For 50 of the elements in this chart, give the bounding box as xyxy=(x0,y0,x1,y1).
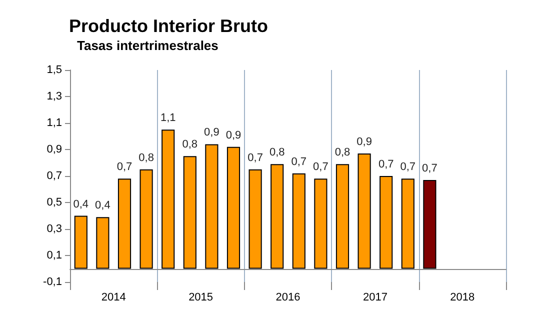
bar xyxy=(423,180,436,269)
text: 2017 xyxy=(362,292,388,304)
data-label: 0,8 xyxy=(182,138,198,151)
data-label: 0,7 xyxy=(400,161,416,174)
bar xyxy=(205,144,218,269)
data-label: 0,7 xyxy=(291,156,307,168)
data-label: 0,7 xyxy=(422,162,438,174)
bar xyxy=(140,169,153,269)
bar xyxy=(380,176,393,269)
data-label: 0,7 xyxy=(116,161,132,174)
data-label: 0,4 xyxy=(95,200,110,212)
data-label: 0,8 xyxy=(334,146,350,159)
data-label: 0,7 xyxy=(313,161,328,174)
y-tick-label: 0,7 xyxy=(46,170,62,182)
bar xyxy=(401,178,414,269)
data-label: 0,8 xyxy=(269,146,285,159)
text: 2015 xyxy=(188,292,214,304)
data-label: 0,9 xyxy=(226,129,242,142)
y-tick-label: 0,3 xyxy=(46,223,62,235)
bar xyxy=(226,146,240,269)
y-tick-label: -0,1 xyxy=(43,276,62,288)
bar xyxy=(248,169,262,269)
bar xyxy=(292,173,306,269)
data-label: 1,1 xyxy=(160,112,176,124)
bar xyxy=(358,153,371,269)
bar xyxy=(118,178,132,269)
data-label: 0,8 xyxy=(138,152,154,164)
text: 2016 xyxy=(276,292,300,304)
text: 2014 xyxy=(101,292,126,304)
data-label: 0,9 xyxy=(204,126,220,139)
y-tick-label: 0,1 xyxy=(46,250,62,262)
data-label: 0,7 xyxy=(248,152,263,164)
text: 2018 xyxy=(450,292,475,304)
bar xyxy=(74,216,88,269)
bar xyxy=(162,130,175,269)
data-label: 0,9 xyxy=(356,136,372,148)
y-tick-label: 1,5 xyxy=(46,64,62,76)
bar xyxy=(336,164,350,269)
y-tick-label: 1,1 xyxy=(46,117,62,129)
bar xyxy=(270,164,284,269)
bar xyxy=(96,217,110,269)
chart-title: Producto Interior Bruto xyxy=(69,16,268,36)
y-tick-label: 1,3 xyxy=(46,90,62,102)
bar xyxy=(183,156,196,269)
bar xyxy=(314,178,328,269)
y-tick-label: 0,9 xyxy=(46,144,62,156)
data-label: 0,4 xyxy=(73,198,89,210)
y-tick-label: 0,5 xyxy=(46,196,62,208)
data-label: 0,7 xyxy=(378,158,394,170)
chart-subtitle: Tasas intertrimestrales xyxy=(77,38,218,53)
